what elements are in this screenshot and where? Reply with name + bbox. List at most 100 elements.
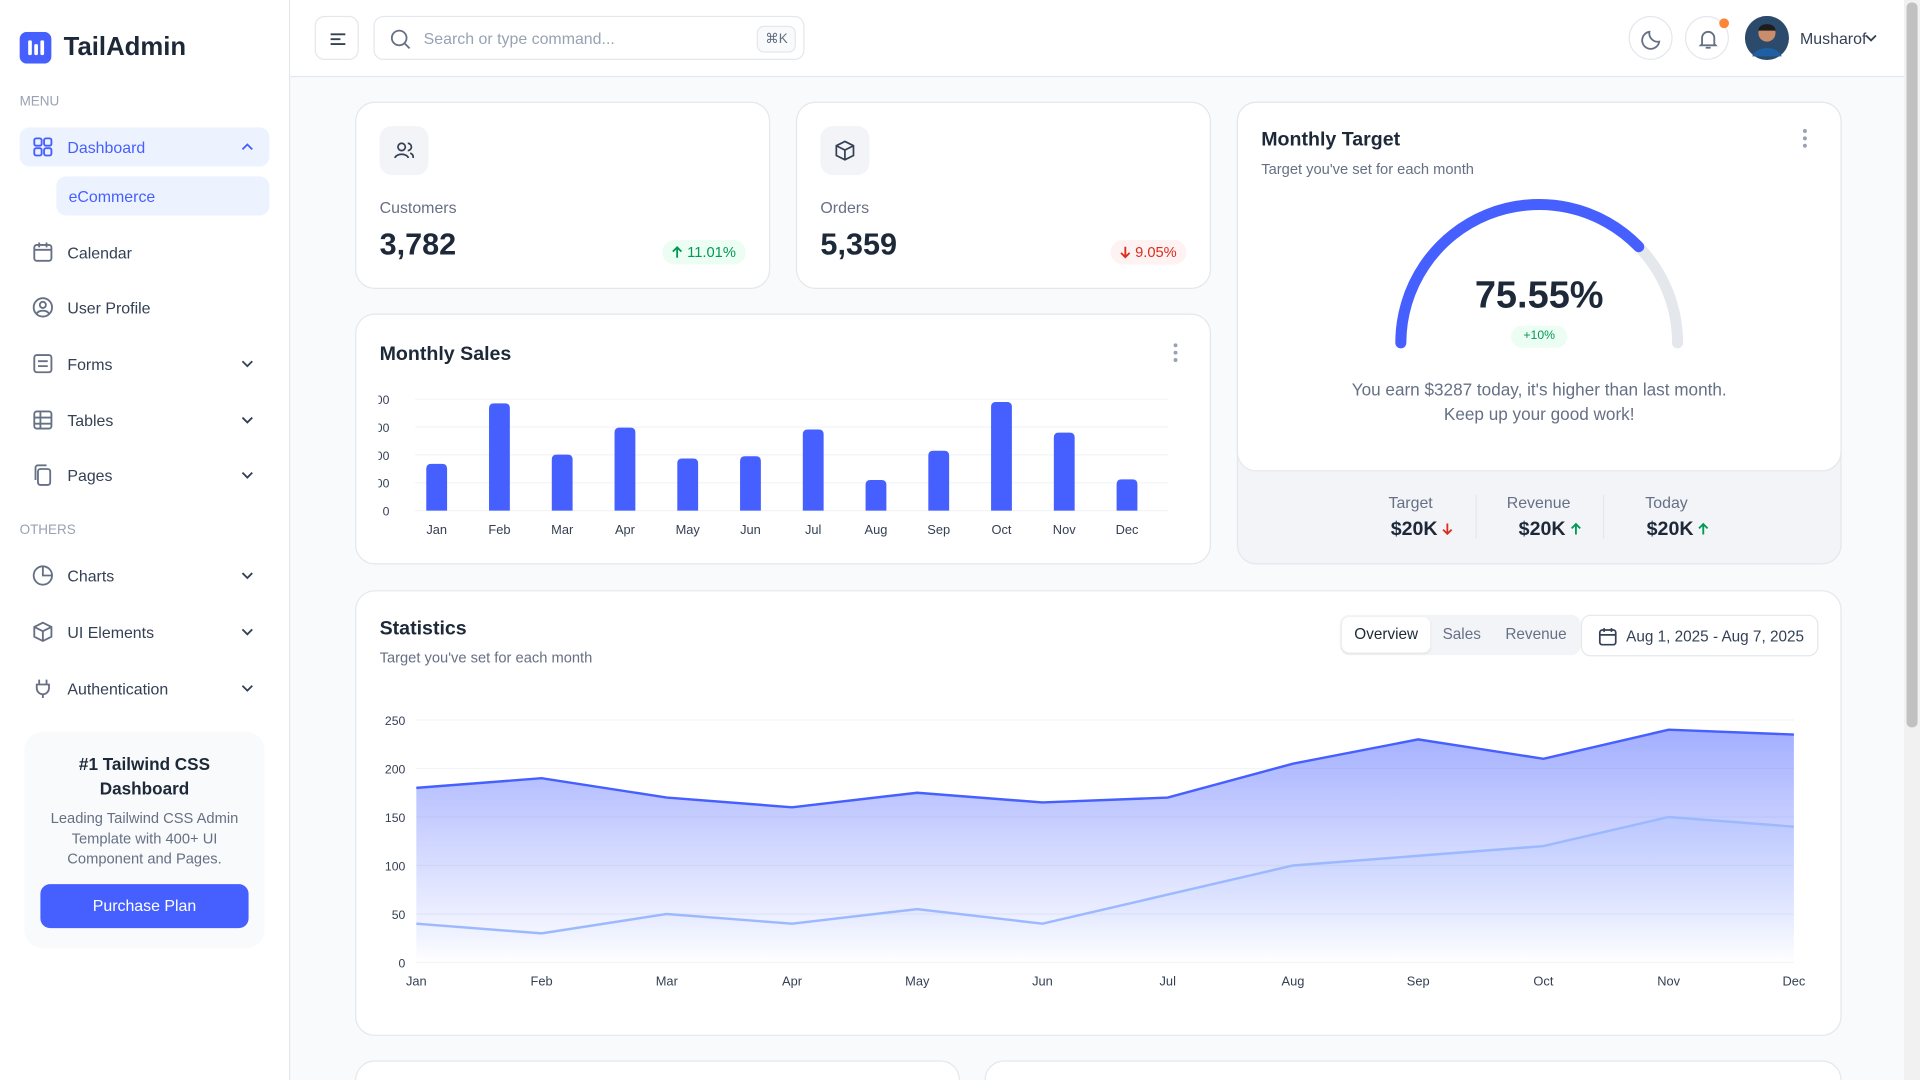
decoration (37, 360, 48, 368)
trend-icon (1442, 523, 1453, 536)
metric-icon (820, 126, 870, 176)
menu-item[interactable]: UI Elements (20, 612, 270, 651)
decoration (1173, 358, 1178, 362)
decoration (1173, 350, 1178, 355)
menu-item[interactable]: Tables (20, 400, 270, 439)
decoration (33, 410, 53, 430)
decoration (32, 565, 53, 586)
decoration (330, 33, 346, 46)
bar (1053, 432, 1075, 511)
bar (677, 458, 699, 511)
search-box[interactable]: Search or type command... ⌘K (373, 15, 805, 61)
decoration (33, 242, 53, 262)
menu-item[interactable]: Charts (20, 556, 270, 595)
y-tick-label: 0 (398, 956, 405, 970)
menu-item[interactable]: Authentication (20, 669, 270, 708)
menu-item[interactable]: User Profile (20, 288, 270, 327)
user-name[interactable]: Musharof (1800, 29, 1867, 48)
bar (551, 454, 573, 511)
sidebar: TailAdmin MENU Dashboard eCommerce Calen… (0, 0, 291, 1080)
decoration (835, 140, 855, 161)
decoration (32, 297, 53, 318)
decoration (1758, 24, 1776, 31)
decoration (28, 40, 32, 56)
decoration (1236, 101, 1842, 472)
decoration (1641, 30, 1661, 50)
decoration (1698, 522, 1709, 535)
decoration (1598, 628, 1617, 646)
text: Forms (67, 354, 113, 373)
bar (740, 456, 761, 511)
x-tick-label: Jun (1032, 974, 1053, 989)
gauge-progress (1395, 199, 1645, 349)
metric-card: Orders 5,359 9.05% (795, 101, 1212, 289)
decoration (34, 411, 52, 429)
decoration (1442, 523, 1453, 536)
y-tick-label: 100 (385, 859, 406, 873)
decoration (241, 628, 253, 636)
x-tick-label: Apr (782, 974, 803, 989)
decoration (394, 142, 415, 159)
menu-toggle[interactable] (314, 15, 359, 61)
x-tick-label: Jun (740, 522, 761, 537)
submenu-item[interactable]: eCommerce (56, 176, 270, 216)
x-tick-label: Aug (865, 522, 888, 537)
decoration (1865, 34, 1877, 42)
decoration (241, 143, 253, 151)
text: Tables (67, 410, 114, 430)
bar (1116, 479, 1138, 511)
target-value: $20K (1646, 519, 1694, 541)
shortcut: ⌘K (756, 25, 797, 53)
x-tick-label: Feb (488, 522, 510, 537)
menu-item[interactable]: Forms (20, 344, 270, 383)
decoration (835, 140, 855, 161)
x-tick-label: Jan (426, 522, 447, 537)
x-tick-label: Oct (991, 522, 1011, 537)
bar (802, 429, 824, 511)
menu-item[interactable]: Calendar (20, 233, 270, 272)
decoration (241, 472, 253, 479)
gauge-value: 75.55% (1474, 273, 1604, 316)
purchase-button[interactable]: Purchase Plan (40, 884, 249, 929)
text: Charts (67, 566, 115, 585)
promo-text: Leading Tailwind CSS Admin Template with… (50, 809, 239, 867)
notifications[interactable] (1684, 15, 1729, 61)
card (355, 1060, 961, 1080)
decoration (241, 572, 253, 580)
target-message: You earn $3287 today, it's higher than l… (1351, 379, 1727, 400)
decoration (33, 242, 53, 262)
tab[interactable]: Revenue (1505, 625, 1567, 643)
metric-label: Orders (820, 198, 870, 217)
menu-item[interactable]: Dashboard (19, 127, 270, 167)
text: Authentication (67, 678, 169, 698)
target-label: Today (1645, 493, 1688, 512)
date-picker[interactable]: Aug 1, 2025 - Aug 7, 2025 (1580, 614, 1819, 657)
decoration (1598, 629, 1617, 646)
tab[interactable]: Overview (1342, 617, 1431, 653)
x-tick-label: Sep (1407, 974, 1430, 989)
target-value: $20K (1518, 519, 1566, 541)
decoration (1906, 2, 1918, 728)
theme-toggle[interactable] (1628, 15, 1673, 61)
decoration (34, 44, 38, 56)
logo-icon (19, 31, 52, 64)
decoration (241, 143, 253, 151)
bar (426, 463, 448, 511)
decoration (241, 416, 253, 424)
decoration (34, 242, 52, 251)
card-subtitle: Target you've set for each month (379, 648, 593, 667)
decoration (1698, 30, 1718, 49)
decoration (35, 679, 50, 698)
tab[interactable]: Sales (1442, 625, 1481, 643)
y-tick-label: 300 (378, 421, 389, 435)
search-placeholder: Search or type command... (423, 29, 615, 48)
more-menu[interactable] (1172, 342, 1179, 364)
decoration (241, 685, 253, 692)
more-menu[interactable] (1801, 127, 1808, 149)
divider (1602, 494, 1605, 539)
menu-item[interactable]: Pages (20, 456, 270, 495)
decoration (32, 565, 53, 586)
brand: TailAdmin (63, 33, 187, 62)
others-label: OTHERS (19, 522, 76, 538)
area-chart: 0 50 100 150 200 250 Jan Feb Mar Apr May Jun Jul Aug S… (385, 714, 1806, 989)
